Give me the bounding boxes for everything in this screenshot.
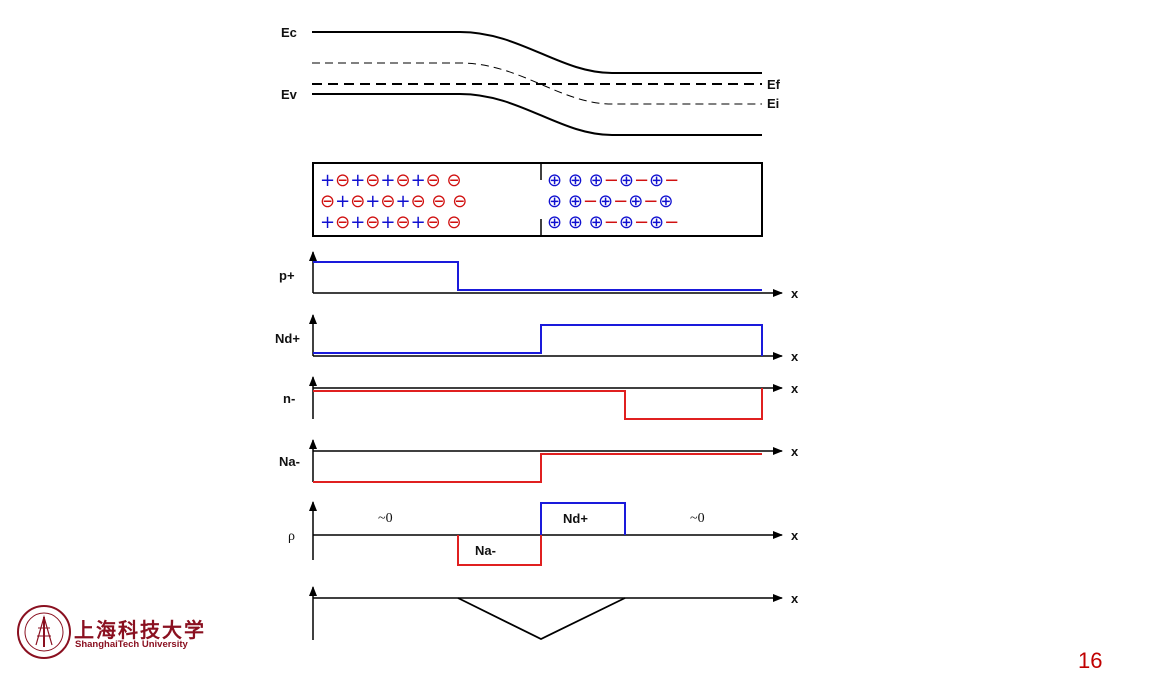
- na-minus-curve: [313, 453, 762, 483]
- rho-right-approx: ~0: [690, 511, 705, 526]
- rho-na-block: [457, 535, 542, 566]
- university-name-cn: 上海科技大学: [74, 618, 206, 642]
- valence-band-edge: [312, 93, 762, 136]
- n-minus-curve: [313, 388, 763, 420]
- junction-box: +⊖+⊖+⊖+⊖ ⊖⊖+⊖+⊖+⊖ ⊖ ⊖+⊖+⊖+⊖+⊖ ⊖ ⊕ ⊕ ⊕−⊕−⊕…: [312, 162, 763, 237]
- n-side-charge-row: ⊕ ⊕ ⊕−⊕−⊕−: [547, 212, 679, 233]
- p-plus-plot: p+ x: [279, 251, 799, 301]
- n-minus-plot: n- x: [283, 376, 799, 420]
- ef-label: Ef: [767, 77, 781, 92]
- charge-rows: +⊖+⊖+⊖+⊖ ⊖⊖+⊖+⊖+⊖ ⊖ ⊖+⊖+⊖+⊖+⊖ ⊖ ⊕ ⊕ ⊕−⊕−⊕…: [320, 170, 679, 233]
- university-seal-icon: [17, 605, 71, 659]
- conduction-band-edge: [312, 31, 762, 74]
- field-triangle: [457, 597, 626, 641]
- ei-label: Ei: [767, 96, 779, 111]
- p-side-charge-row: +⊖+⊖+⊖+⊖ ⊖: [320, 170, 462, 191]
- junction-outline: [312, 162, 763, 237]
- ev-label: Ev: [281, 87, 298, 102]
- n-minus-label: n-: [283, 391, 295, 406]
- n-side-charge-row: ⊕ ⊕ ⊕−⊕−⊕−: [547, 170, 679, 191]
- rho-plot: ρ ~0 ~0 Nd+ Na- x: [288, 501, 799, 566]
- ec-label: Ec: [281, 25, 297, 40]
- band-diagram: Ec Ev Ef Ei: [281, 25, 781, 136]
- rho-x-label: x: [791, 528, 799, 543]
- p-plus-curve: [313, 261, 762, 291]
- nd-plus-plot: Nd+ x: [275, 314, 799, 364]
- p-side-charge-row: +⊖+⊖+⊖+⊖ ⊖: [320, 212, 462, 233]
- na-minus-label: Na-: [279, 454, 300, 469]
- university-name-en: ShanghaiTech University: [75, 639, 188, 650]
- page-number: 16: [1078, 648, 1103, 673]
- na-minus-x-label: x: [791, 444, 799, 459]
- nd-plus-x-label: x: [791, 349, 799, 364]
- rho-left-approx: ~0: [378, 511, 393, 526]
- n-side-charge-row: ⊕ ⊕−⊕−⊕−⊕: [547, 191, 673, 212]
- na-minus-plot: Na- x: [279, 439, 799, 483]
- field-plot: x: [309, 586, 799, 641]
- nd-plus-label: Nd+: [275, 331, 300, 346]
- field-x-label: x: [791, 591, 799, 606]
- n-minus-x-label: x: [791, 381, 799, 396]
- rho-nd-block: [540, 502, 626, 535]
- nd-plus-curve: [313, 324, 763, 356]
- rho-nd-label: Nd+: [563, 511, 588, 526]
- p-plus-x-label: x: [791, 286, 799, 301]
- p-side-charge-row: ⊖+⊖+⊖+⊖ ⊖ ⊖: [320, 191, 467, 212]
- rho-label: ρ: [288, 529, 295, 544]
- rho-na-label: Na-: [475, 543, 496, 558]
- intrinsic-level: [312, 62, 762, 105]
- p-plus-label: p+: [279, 268, 295, 283]
